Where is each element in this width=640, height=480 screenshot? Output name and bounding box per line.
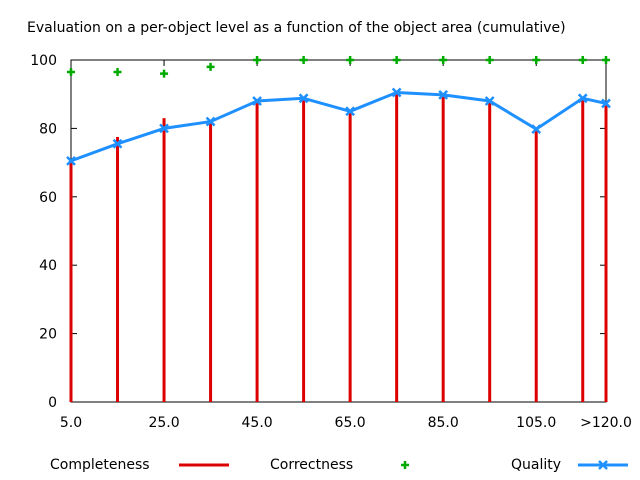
correctness-point	[532, 56, 541, 64]
y-tick-label: 100	[30, 53, 57, 69]
plot-border	[70, 59, 607, 403]
quality-point	[601, 98, 611, 109]
quality-point	[205, 116, 216, 127]
quality-point	[391, 87, 402, 98]
y-tick-label: 80	[39, 121, 57, 137]
quality-series	[66, 87, 611, 166]
y-tick-label: 0	[48, 395, 57, 411]
correctness-point	[485, 56, 494, 64]
quality-point	[66, 156, 76, 166]
quality-point	[252, 96, 262, 106]
y-tick-label: 60	[39, 190, 57, 206]
correctness-point	[439, 56, 448, 64]
correctness-point	[602, 56, 610, 64]
correctness-point	[67, 67, 75, 76]
correctness-point	[392, 56, 401, 64]
correctness-point	[206, 62, 215, 71]
quality-point	[159, 123, 169, 134]
x-tick-label: 5.0	[60, 415, 82, 431]
quality-point	[438, 90, 449, 100]
plot-frame	[70, 59, 607, 403]
x-axis: 5.0 25.0 45.0 65.0 85.0 105.0 >120.0	[60, 60, 632, 431]
quality-point	[484, 96, 495, 106]
legend-label-completeness: Completeness	[50, 457, 150, 473]
chart-title: Evaluation on a per-object level as a fu…	[27, 20, 566, 36]
correctness-point	[160, 69, 169, 78]
quality-line	[70, 90, 607, 163]
quality-point	[577, 93, 588, 104]
y-axis: 0 20 40 60 80 100	[30, 53, 606, 411]
x-tick-label: 105.0	[516, 415, 556, 431]
x-tick-label: 85.0	[428, 415, 459, 431]
y-tick-label: 40	[39, 258, 57, 274]
legend-label-quality: Quality	[511, 457, 561, 473]
correctness-point	[113, 67, 122, 76]
completeness-series	[69, 90, 608, 402]
correctness-point	[346, 56, 355, 64]
quality-point	[298, 93, 309, 104]
correctness-point	[299, 56, 308, 64]
correctness-series	[67, 56, 610, 78]
legend-swatch-correctness	[401, 461, 409, 469]
x-tick-label: 25.0	[148, 415, 179, 431]
legend-swatch-quality-marker	[598, 460, 608, 470]
legend-label-correctness: Correctness	[270, 457, 353, 473]
quality-point	[112, 138, 123, 149]
quality-point	[345, 106, 356, 117]
x-tick-label: 45.0	[242, 415, 273, 431]
x-tick-label: >120.0	[580, 415, 632, 431]
quality-point	[531, 124, 542, 134]
x-tick-label: 65.0	[335, 415, 366, 431]
correctness-point	[253, 56, 262, 64]
correctness-point	[578, 56, 587, 64]
legend: Completeness Correctness Quality	[50, 457, 628, 473]
y-tick-label: 20	[39, 327, 57, 343]
